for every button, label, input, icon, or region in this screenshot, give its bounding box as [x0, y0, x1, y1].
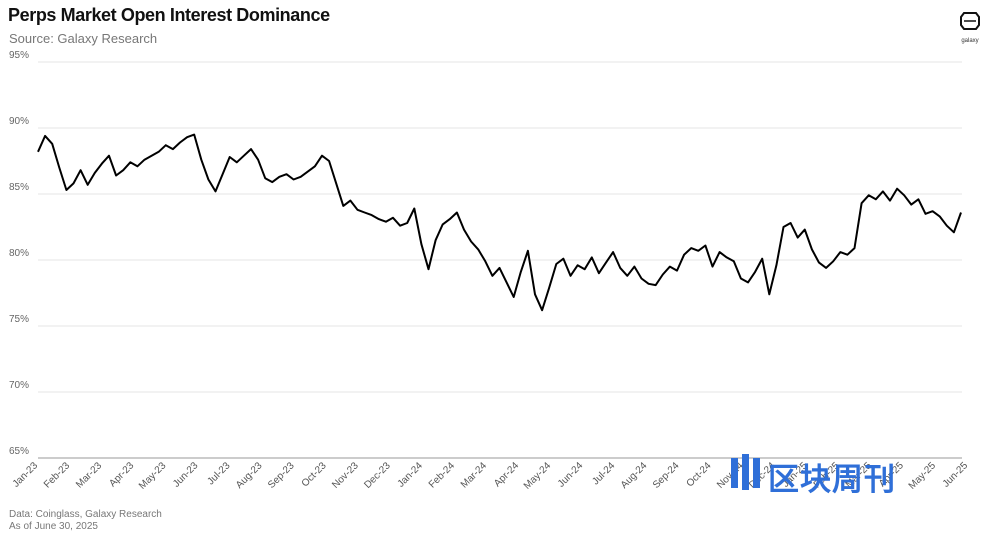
y-tick-label: 80%	[9, 248, 29, 259]
footer-date: As of June 30, 2025	[9, 521, 98, 532]
x-tick-label: Aug-24	[619, 460, 650, 491]
x-tick-label: Mar-24	[459, 460, 489, 490]
x-tick-label: Jun-23	[171, 460, 201, 490]
x-tick-label: Jul-24	[590, 460, 617, 487]
x-tick-label: Aug-23	[234, 460, 265, 491]
y-tick-label: 85%	[9, 182, 29, 193]
x-tick-label: Nov-23	[330, 460, 361, 491]
watermark-text: 区块周刊	[768, 462, 896, 498]
galaxy-logo-icon	[960, 12, 980, 30]
chart-subtitle: Source: Galaxy Research	[9, 31, 158, 46]
logo-text: galaxy	[961, 38, 979, 44]
series-line-layer	[37, 133, 962, 312]
x-tick-label: Feb-23	[42, 460, 72, 490]
x-tick-label: Dec-23	[362, 460, 393, 491]
x-tick-label: Oct-23	[300, 460, 329, 489]
y-axis-ticks: 95% 90% 85% 80% 75% 70% 65%	[9, 50, 29, 457]
x-tick-label: Oct-24	[685, 460, 714, 489]
footer-source: Data: Coinglass, Galaxy Research	[9, 509, 162, 520]
x-tick-label: Jan-24	[396, 460, 426, 490]
x-tick-label: Feb-24	[427, 460, 457, 490]
x-tick-label: Jan-23	[11, 460, 41, 490]
series-line	[37, 133, 962, 312]
y-tick-label: 95%	[9, 50, 29, 61]
x-tick-label: Mar-23	[74, 460, 104, 490]
x-tick-label: Sep-23	[266, 460, 297, 491]
grid-lines	[38, 61, 962, 459]
x-tick-label: Apr-24	[492, 460, 521, 489]
x-tick-label: Apr-23	[107, 460, 136, 489]
chart-title: Perps Market Open Interest Dominance	[8, 5, 330, 25]
x-tick-label: Jun-24	[556, 460, 586, 490]
y-tick-label: 75%	[9, 314, 29, 325]
x-tick-label: Jul-23	[205, 460, 232, 487]
footer: Data: Coinglass, Galaxy Research As of J…	[9, 509, 162, 533]
x-tick-label: May-24	[522, 460, 554, 492]
x-tick-label: May-23	[137, 460, 169, 492]
watermark: 区块周刊	[728, 450, 968, 498]
y-tick-label: 90%	[9, 116, 29, 127]
watermark-logo-icon	[731, 454, 760, 490]
x-tick-label: Sep-24	[651, 460, 682, 491]
y-tick-label: 65%	[9, 446, 29, 457]
y-tick-label: 70%	[9, 380, 29, 391]
galaxy-logo: galaxy	[955, 10, 985, 44]
